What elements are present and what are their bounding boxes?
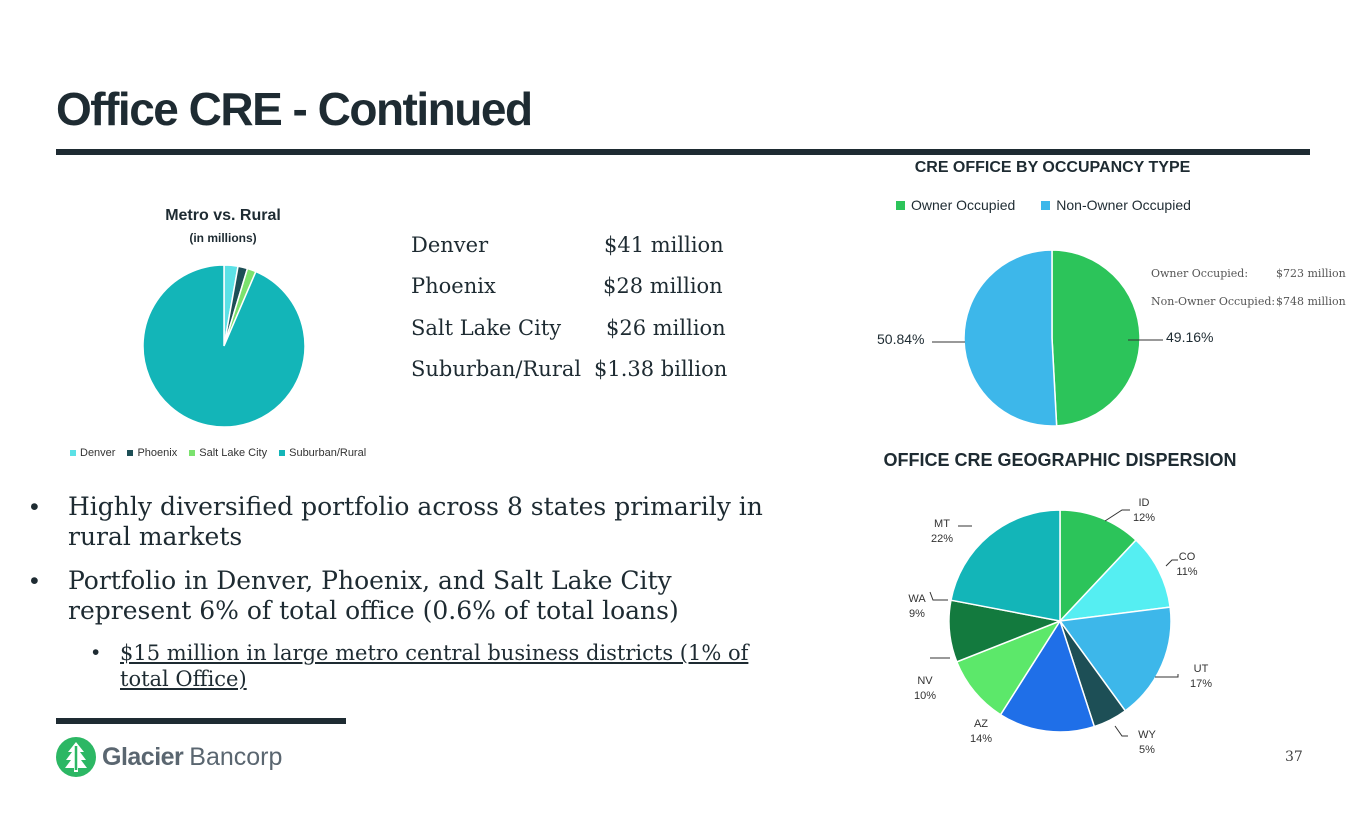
metro-city-suburban-rural: Suburban/Rural <box>411 357 582 381</box>
geo-label-nv: NV 10% <box>911 674 939 704</box>
logo-text-bold: Glacier <box>102 742 184 771</box>
geo-label-mt: MT 22% <box>928 517 956 547</box>
metro-amount-phoenix: $28 million <box>603 274 723 298</box>
metro-pie-chart <box>142 264 306 428</box>
occupancy-legend: Owner Occupied Non-Owner Occupied <box>896 197 1191 213</box>
logo-text-light: Bancorp <box>189 742 283 771</box>
owner-occupied-note-label: Owner Occupied: <box>1151 267 1249 280</box>
leader-line-id <box>1104 509 1130 522</box>
occupancy-chart-title: CRE OFFICE BY OCCUPANCY TYPE <box>914 159 1191 176</box>
legend-item-owner-occupied: Owner Occupied <box>896 197 1015 213</box>
pie-slice-ut <box>1058 606 1172 712</box>
geo-label-name: ID <box>1138 497 1150 509</box>
slide-title: Office CRE - Continued <box>56 83 533 135</box>
geo-label-value: 11% <box>1176 566 1198 578</box>
legend-item-denver: Denver <box>70 447 115 459</box>
geo-label-name: NV <box>917 675 933 687</box>
leader-line-co <box>1165 559 1178 567</box>
metro-chart-title: Metro vs. Rural <box>165 207 281 224</box>
footer-divider <box>56 718 346 724</box>
legend-item-salt-lake-city: Salt Lake City <box>189 447 267 459</box>
geo-label-name: MT <box>934 518 950 530</box>
geo-label-wy: WY 5% <box>1133 728 1161 758</box>
leader-line-wy <box>1114 725 1128 737</box>
legend-item-suburban-rural: Suburban/Rural <box>279 447 366 459</box>
geo-label-value: 5% <box>1139 744 1155 756</box>
legend-item-phoenix: Phoenix <box>127 447 177 459</box>
metro-city-salt-lake-city: Salt Lake City <box>411 316 562 340</box>
pie-slice-id <box>1059 509 1138 623</box>
non-owner-occupied-pct-label: 50.84% <box>877 331 925 347</box>
leader-line-ut <box>1155 674 1179 678</box>
geo-label-name: UT <box>1193 663 1209 675</box>
legend-item-non-owner-occupied: Non-Owner Occupied <box>1041 197 1191 213</box>
legend-label: Salt Lake City <box>199 447 268 459</box>
legend-label: Phoenix <box>137 447 178 459</box>
geo-label-ut: UT 17% <box>1187 662 1215 692</box>
pie-slice-owner-occupied <box>1051 249 1141 427</box>
owner-occupied-pct-label: 49.16% <box>1166 329 1214 345</box>
geo-label-value: 22% <box>930 533 954 545</box>
metro-chart-legend: Denver Phoenix Salt Lake City Suburban/R… <box>70 447 366 459</box>
geo-pie-chart <box>929 509 1179 737</box>
geo-label-az: AZ 14% <box>967 717 995 747</box>
occupancy-pie-chart <box>932 249 1163 427</box>
pie-slice-co <box>1058 539 1171 623</box>
bullet-cbd-subpoint: $15 million in large metro central busin… <box>30 640 790 692</box>
geo-label-co: CO 11% <box>1173 550 1201 580</box>
bullet-list: Highly diversified portfolio across 8 st… <box>30 492 790 692</box>
pie-slice-non-owner-occupied <box>963 249 1058 427</box>
geo-label-wa: WA 9% <box>903 592 931 622</box>
glacier-bancorp-logo: Glacier Bancorp <box>56 737 282 777</box>
geo-label-name: AZ <box>973 718 989 730</box>
metro-city-denver: Denver <box>411 233 489 257</box>
geo-chart-title: OFFICE CRE GEOGRAPHIC DISPERSION <box>883 450 1237 470</box>
metro-city-phoenix: Phoenix <box>411 274 496 298</box>
bullet-diversified: Highly diversified portfolio across 8 st… <box>30 492 790 552</box>
pie-slice-mt <box>950 509 1061 622</box>
title-divider <box>56 149 1310 155</box>
non-owner-occupied-note-label: Non-Owner Occupied: <box>1151 295 1276 308</box>
glacier-logo-icon <box>56 737 96 777</box>
metro-amount-suburban-rural: $1.38 billion <box>594 357 728 381</box>
page-number: 37 <box>1285 749 1303 765</box>
metro-amount-salt-lake-city: $26 million <box>606 316 726 340</box>
bullet-metro-portfolio: Portfolio in Denver, Phoenix, and Salt L… <box>30 566 790 626</box>
geo-label-value: 12% <box>1132 512 1156 524</box>
geo-label-id: ID 12% <box>1130 496 1158 526</box>
geo-label-name: WA <box>908 593 926 605</box>
geo-label-value: 17% <box>1189 678 1213 690</box>
pie-slice-suburban-rural <box>142 264 306 428</box>
owner-occupied-note-value: $723 million <box>1276 267 1346 280</box>
legend-label: Suburban/Rural <box>289 447 367 459</box>
geo-label-value: 9% <box>909 608 925 620</box>
legend-label: Non-Owner Occupied <box>1056 197 1191 213</box>
geo-label-name: WY <box>1138 729 1156 741</box>
geo-label-value: 10% <box>913 690 937 702</box>
leader-line-wa <box>929 591 948 601</box>
metro-chart-subtitle: (in millions) <box>189 231 257 245</box>
metro-amount-denver: $41 million <box>604 233 724 257</box>
geo-label-value: 14% <box>969 733 993 745</box>
pie-slice-az <box>999 619 1096 733</box>
legend-label: Owner Occupied <box>911 197 1016 213</box>
legend-label: Denver <box>80 447 116 459</box>
geo-label-name: CO <box>1178 551 1196 563</box>
non-owner-occupied-note-value: $748 million <box>1276 295 1346 308</box>
